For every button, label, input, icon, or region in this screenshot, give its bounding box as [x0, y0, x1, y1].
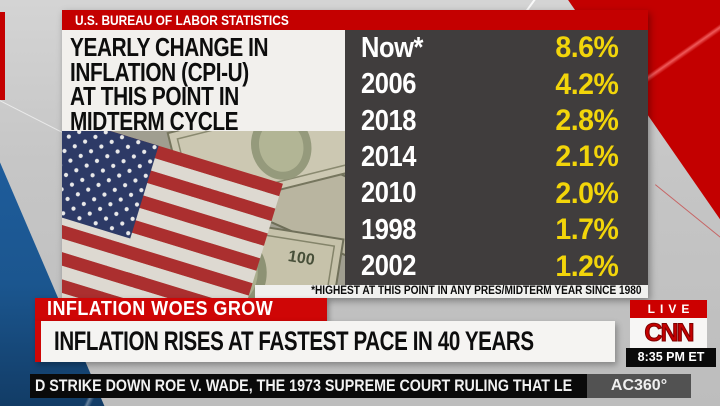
table-row: 2010 2.0% [345, 176, 648, 212]
kicker-label: INFLATION WOES GROW [47, 298, 274, 320]
graphic-title: YEARLY CHANGE IN INFLATION (CPI-U) AT TH… [62, 30, 288, 133]
table-row: 2018 2.8% [345, 103, 648, 139]
row-label: 2014 [361, 140, 417, 173]
row-value: 2.0% [554, 176, 619, 210]
clock: 8:35 PM ET [626, 348, 716, 367]
graphic-title-line: AT THIS POINT IN [70, 81, 239, 111]
row-label: 2018 [361, 104, 417, 137]
cnn-logo: CNN [630, 318, 707, 349]
table-row: Now* 8.6% [345, 30, 648, 66]
kicker-banner: INFLATION WOES GROW [35, 298, 327, 321]
svg-text:100: 100 [287, 248, 316, 269]
live-badge: LIVE [630, 300, 707, 318]
row-label: Now* [361, 31, 424, 64]
graphic-title-line: MIDTERM CYCLE [70, 105, 239, 136]
source-banner: U.S. BUREAU OF LABOR STATISTICS [62, 10, 648, 30]
news-ticker: D STRIKE DOWN ROE V. WADE, THE 1973 SUPR… [30, 374, 587, 398]
graphic-title-line: YEARLY CHANGE IN [70, 32, 269, 62]
table-row: 2014 2.1% [345, 139, 648, 175]
footnote: *HIGHEST AT THIS POINT IN ANY PRES/MIDTE… [255, 285, 648, 298]
row-label: 2002 [361, 250, 417, 283]
source-banner-label: U.S. BUREAU OF LABOR STATISTICS [75, 12, 289, 28]
row-label: 1998 [361, 213, 417, 246]
graphic-title-line: INFLATION (CPI-U) [70, 56, 249, 87]
row-value: 1.7% [554, 213, 619, 247]
ticker-text: D STRIKE DOWN ROE V. WADE, THE 1973 SUPR… [35, 376, 573, 395]
flag-money-image: 100 50 100 [62, 131, 345, 298]
headline-text: INFLATION RISES AT FASTEST PACE IN 40 YE… [54, 326, 534, 356]
footnote-text: *HIGHEST AT THIS POINT IN ANY PRES/MIDTE… [311, 285, 642, 297]
row-value: 4.2% [554, 67, 619, 101]
data-table: Now* 8.6% 2006 4.2% 2018 2.8% 2014 2.1% … [345, 30, 648, 285]
headline-banner: INFLATION RISES AT FASTEST PACE IN 40 YE… [35, 321, 615, 362]
row-label: 2006 [361, 68, 417, 101]
row-label: 2010 [361, 177, 417, 210]
american-flag [62, 131, 283, 298]
stats-graphic-panel: U.S. BUREAU OF LABOR STATISTICS YEARLY C… [62, 10, 648, 298]
row-value: 2.1% [554, 140, 619, 174]
table-row: 2006 4.2% [345, 66, 648, 102]
table-row: 2002 1.2% [345, 249, 648, 285]
graphic-left-column: YEARLY CHANGE IN INFLATION (CPI-U) AT TH… [62, 30, 345, 298]
show-badge: AC360° [587, 374, 691, 398]
background-red-sliver [0, 12, 5, 100]
row-value: 1.2% [554, 249, 619, 283]
table-row: 1998 1.7% [345, 212, 648, 248]
row-value: 8.6% [554, 31, 619, 65]
row-value: 2.8% [554, 104, 619, 138]
